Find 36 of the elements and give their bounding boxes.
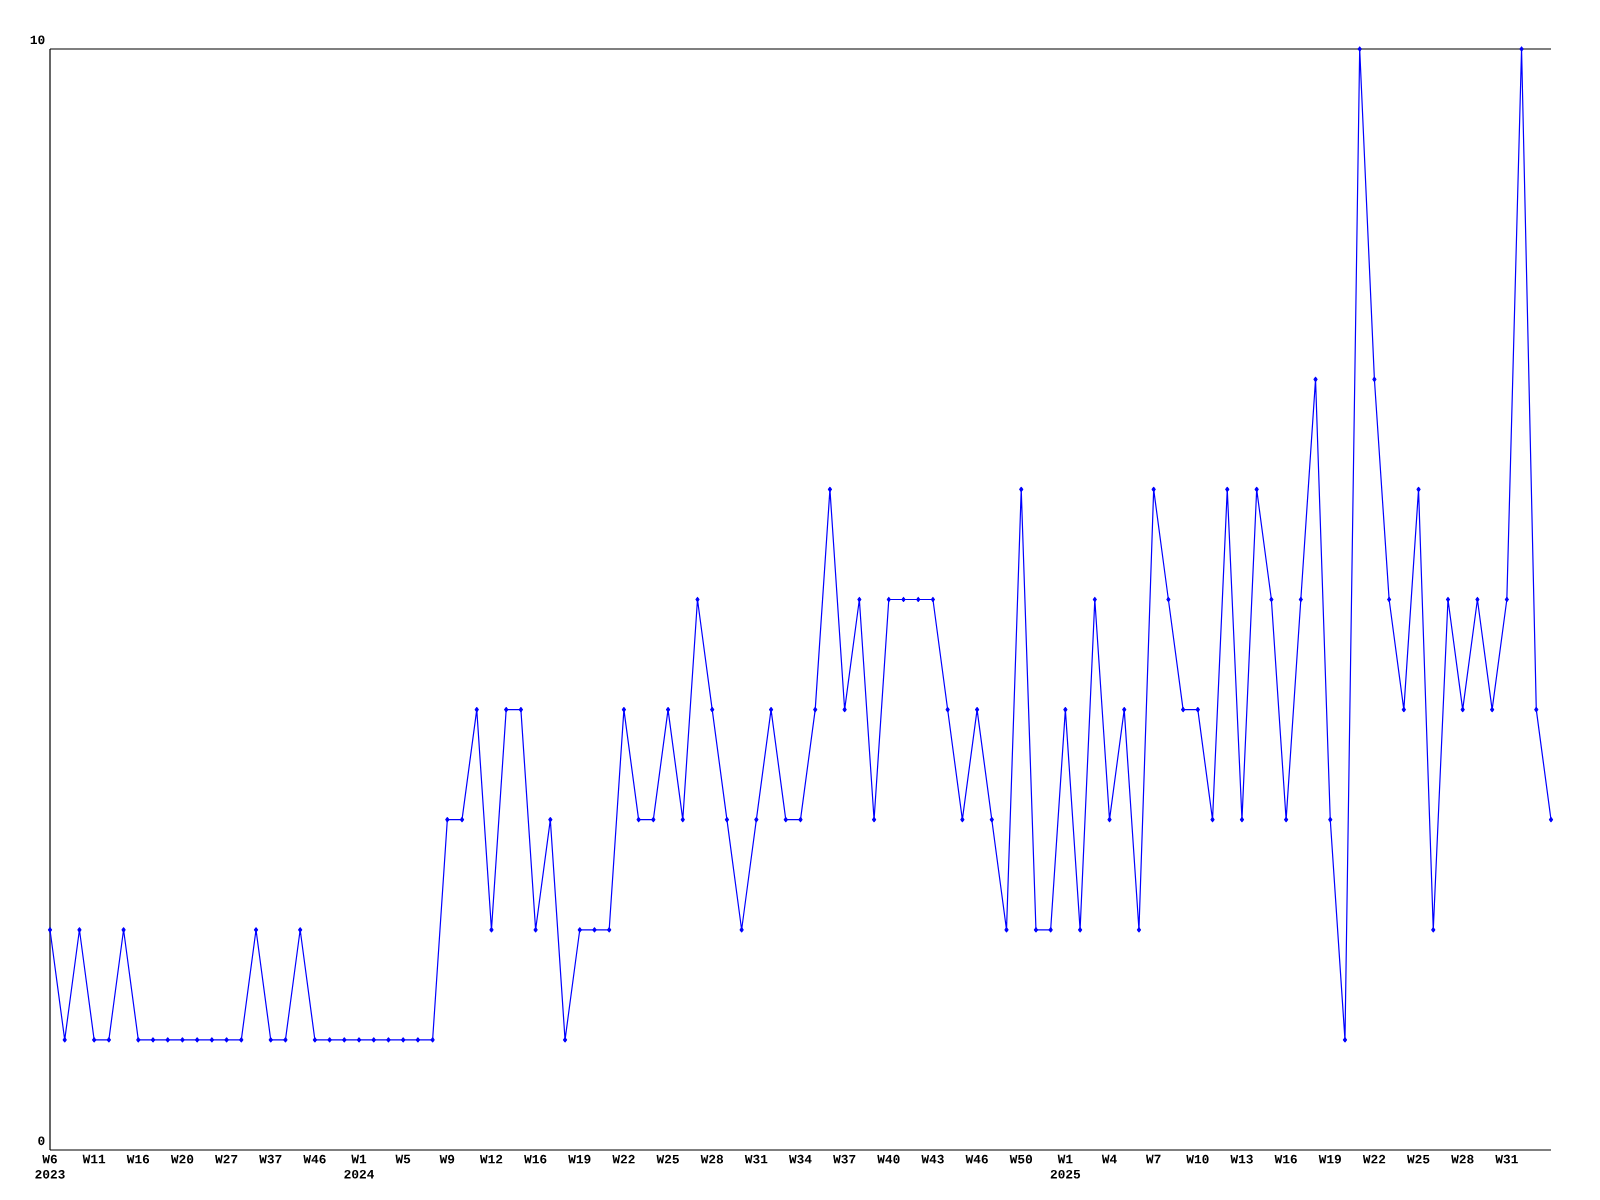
x-tick-label: W13: [1230, 1154, 1253, 1164]
x-tick-label: W4: [1101, 1154, 1117, 1164]
x-tick-label: W9: [439, 1154, 455, 1164]
x-tick-label: W37: [259, 1154, 282, 1164]
x-tick-label: W40: [877, 1154, 900, 1164]
x-tick-label: W11: [82, 1154, 106, 1164]
x-tick-label: W31: [1495, 1154, 1518, 1164]
x-tick-label: W28: [1451, 1154, 1474, 1164]
x-tick-label: W19: [1318, 1154, 1341, 1164]
x-tick-label: W10: [1186, 1154, 1209, 1164]
y-tick-label: 0: [38, 1136, 45, 1146]
x-tick-label: W7: [1145, 1154, 1161, 1164]
x-tick-label: W28: [700, 1154, 724, 1164]
x-tick-label: W1 2024: [344, 1154, 374, 1179]
x-tick-label: W25: [656, 1154, 679, 1164]
x-tick-label: W12: [479, 1154, 503, 1164]
x-tick-label: W46: [965, 1154, 988, 1164]
x-tick-label: W43: [921, 1154, 944, 1164]
y-tick-label: 10: [30, 35, 45, 45]
x-tick-label: W31: [744, 1154, 768, 1164]
x-tick-label: W19: [568, 1154, 591, 1164]
x-tick-label: W5: [395, 1154, 411, 1164]
x-tick-label: W46: [303, 1154, 326, 1164]
x-tick-label: W37: [833, 1154, 856, 1164]
x-tick-label: W34: [788, 1154, 812, 1164]
x-tick-label: W20: [170, 1154, 194, 1164]
x-tick-label: W50: [1009, 1154, 1033, 1164]
x-tick-label: W16: [524, 1154, 547, 1164]
x-tick-label: W16: [1274, 1154, 1297, 1164]
x-tick-label: W1 2025: [1050, 1154, 1081, 1179]
x-tick-label: W22: [1362, 1154, 1386, 1164]
x-tick-label: W16: [126, 1154, 150, 1164]
x-tick-label: W25: [1407, 1154, 1430, 1164]
x-tick-label: W22: [612, 1154, 635, 1164]
x-tick-label: W6 2023: [35, 1154, 65, 1179]
x-tick-label: W27: [215, 1154, 238, 1164]
